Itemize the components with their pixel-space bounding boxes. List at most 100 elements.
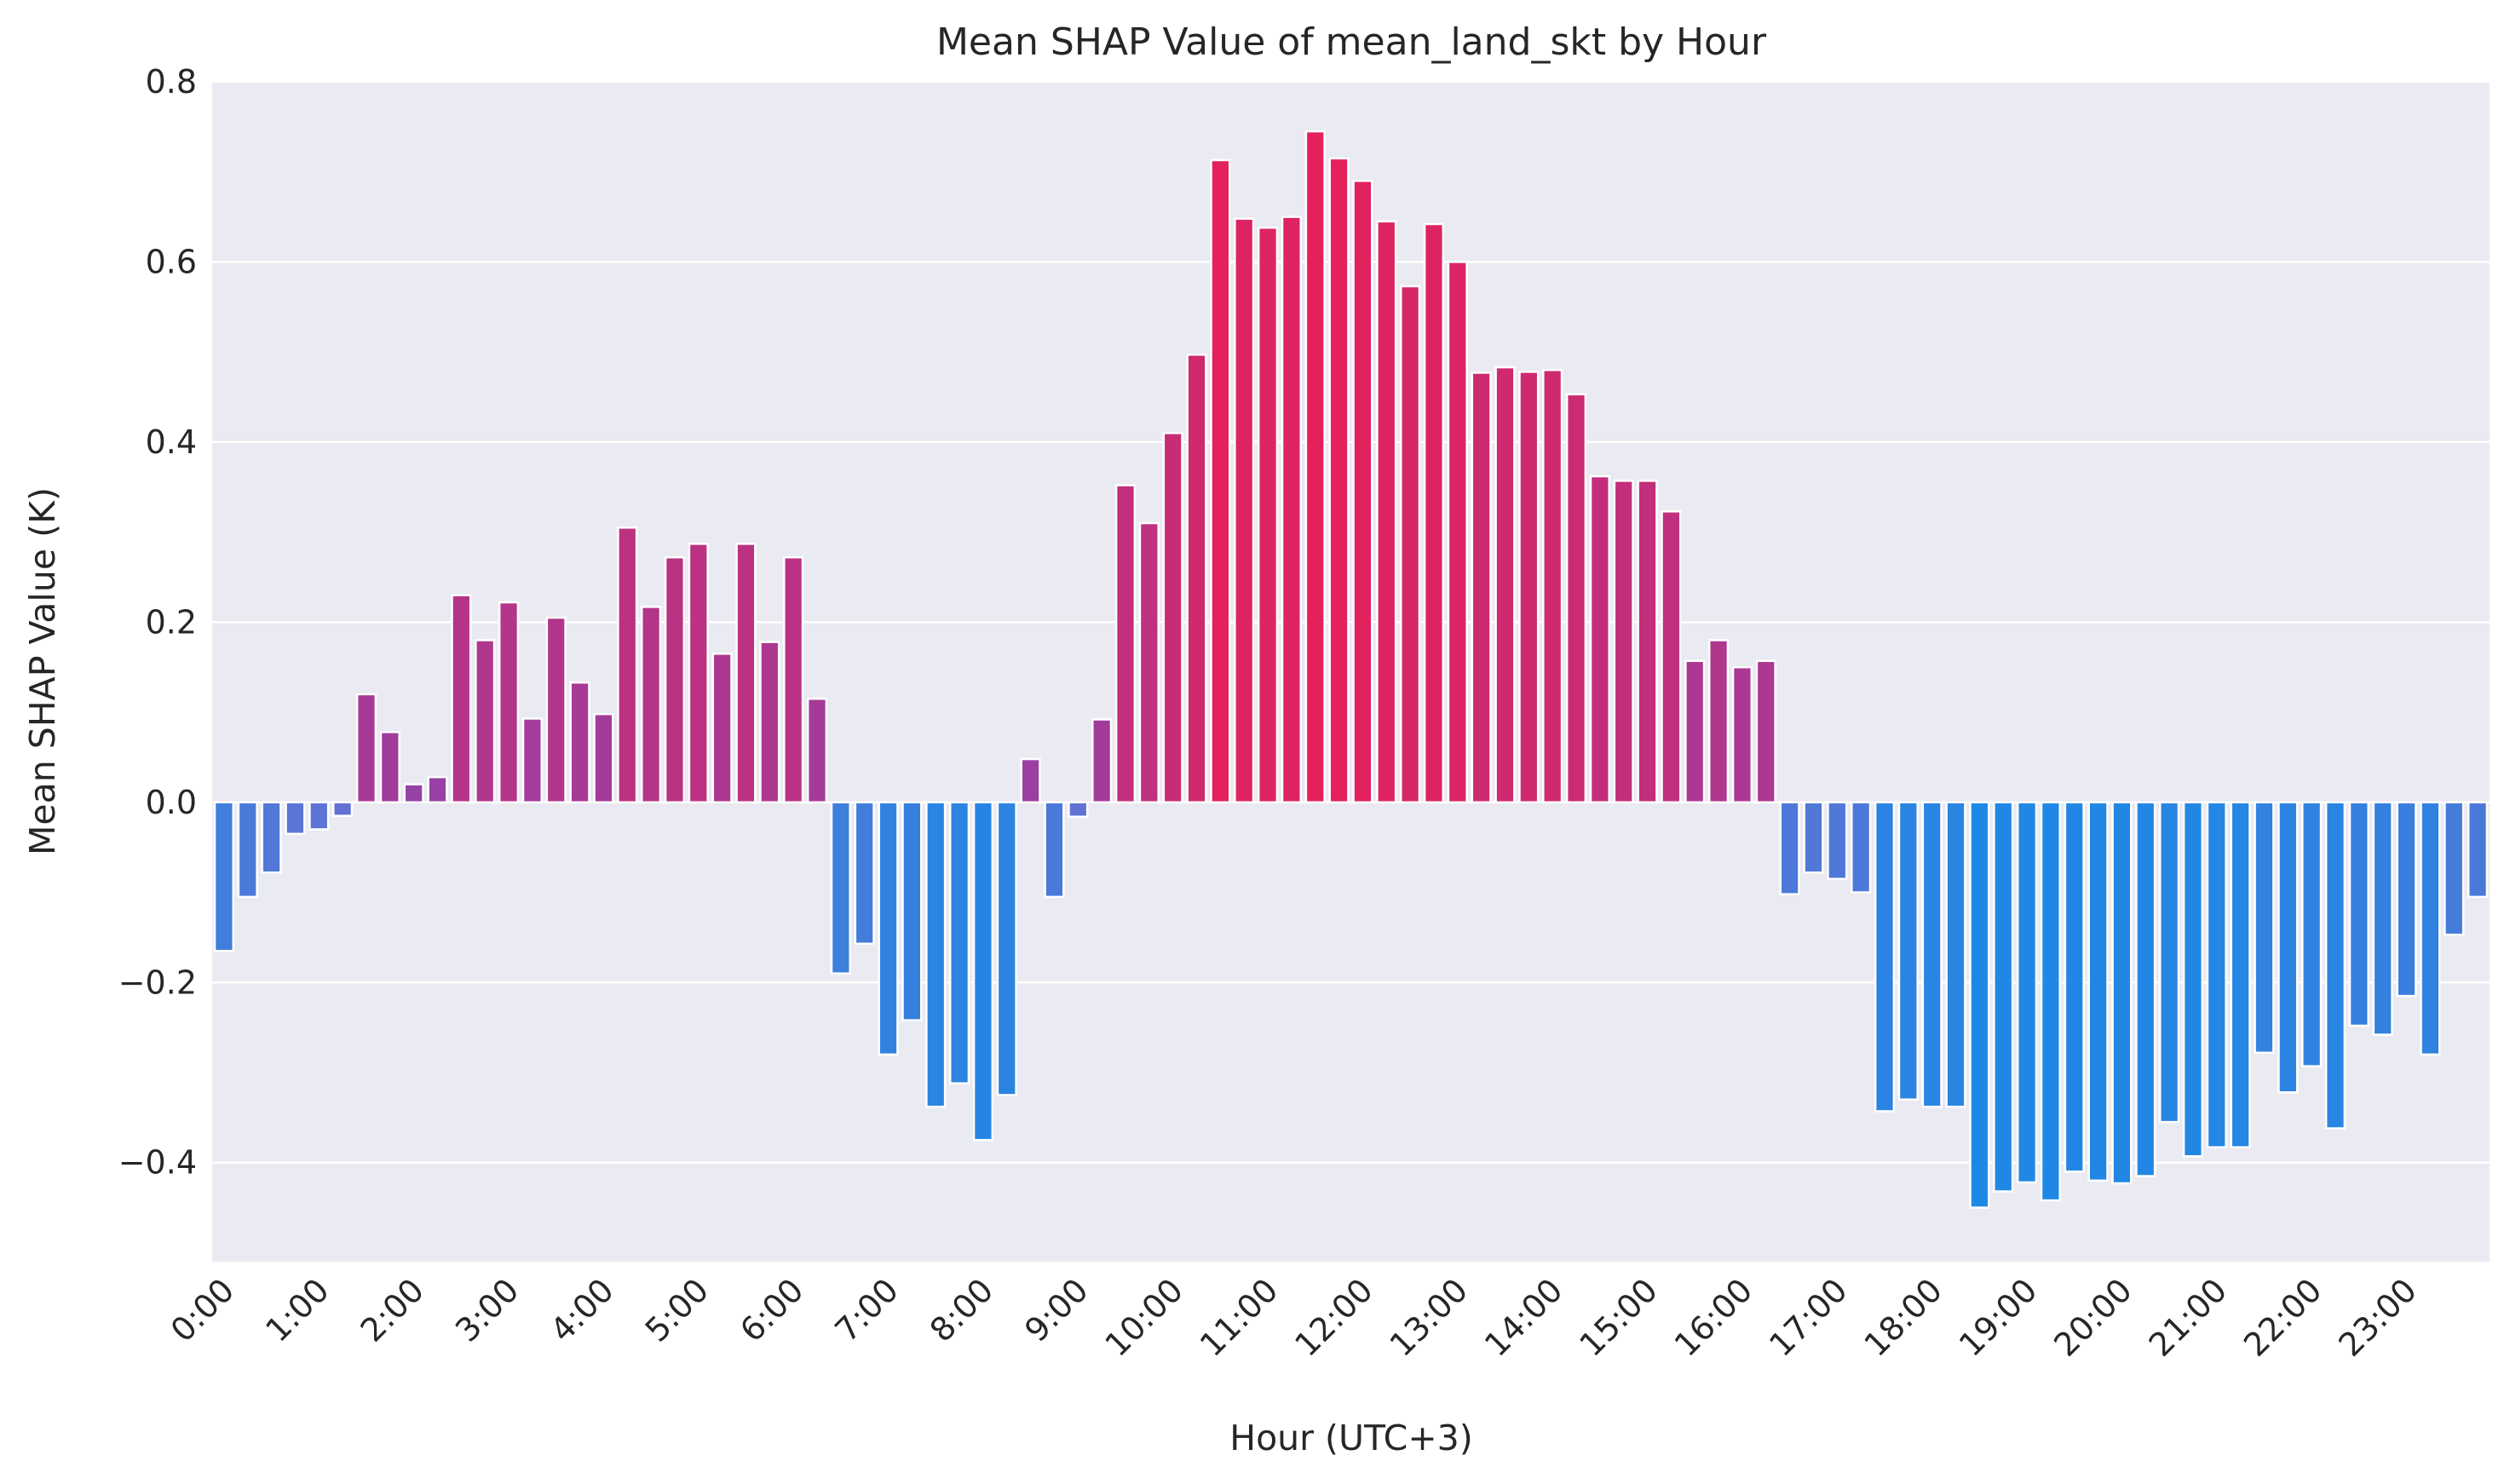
bar xyxy=(1376,220,1397,804)
y-axis-title: Mean SHAP Value (K) xyxy=(22,487,63,855)
y-tick-label: 0.0 xyxy=(146,784,197,821)
bar xyxy=(1613,480,1634,804)
bar xyxy=(427,775,448,804)
bar xyxy=(1661,510,1682,804)
bar xyxy=(2040,801,2061,1202)
bar xyxy=(641,606,662,804)
bar xyxy=(2372,801,2393,1036)
bar xyxy=(1707,639,1730,804)
bar xyxy=(2324,801,2346,1130)
bar xyxy=(1494,365,1516,804)
bar xyxy=(2087,801,2109,1182)
bar xyxy=(332,801,354,817)
bar xyxy=(403,783,424,804)
bar xyxy=(735,543,757,804)
x-tick-label: 2:00 xyxy=(354,1271,431,1349)
bar xyxy=(830,801,851,975)
x-axis-title: Hour (UTC+3) xyxy=(1229,1418,1473,1458)
bar xyxy=(1068,801,1089,818)
bar xyxy=(569,681,590,804)
bar xyxy=(1304,129,1326,804)
bar xyxy=(1589,475,1610,804)
bar xyxy=(521,717,543,804)
bar xyxy=(996,801,1017,1096)
x-tick-label: 8:00 xyxy=(923,1271,1000,1349)
bar xyxy=(854,801,875,946)
bar xyxy=(2016,801,2038,1184)
bar xyxy=(1234,217,1255,804)
bar xyxy=(593,712,614,804)
bar xyxy=(2301,801,2323,1067)
bar xyxy=(1637,480,1658,804)
x-tick-label: 5:00 xyxy=(638,1271,716,1349)
x-tick-label: 9:00 xyxy=(1017,1271,1095,1349)
y-grid xyxy=(212,80,2490,1164)
chart-title: Mean SHAP Value of mean_land_skt by Hour xyxy=(936,20,1767,64)
bar xyxy=(2159,801,2180,1124)
bar xyxy=(2444,801,2465,936)
bar xyxy=(878,801,899,1056)
bar xyxy=(2348,801,2369,1027)
bar xyxy=(2206,801,2227,1148)
bar xyxy=(1874,801,1896,1113)
bar xyxy=(1969,801,1990,1209)
x-tick-label: 10:00 xyxy=(1097,1271,1190,1364)
x-tick-label: 12:00 xyxy=(1287,1271,1380,1364)
bar xyxy=(1162,432,1183,804)
bar xyxy=(2396,801,2417,998)
bar xyxy=(545,616,567,804)
bar xyxy=(1044,801,1065,899)
x-tick-label: 19:00 xyxy=(1952,1271,2045,1364)
bar xyxy=(1138,521,1160,804)
bar xyxy=(1186,354,1207,804)
bar xyxy=(2254,801,2275,1054)
y-tick-label: 0.4 xyxy=(146,423,197,461)
x-tick-label: 22:00 xyxy=(2237,1271,2329,1364)
bar xyxy=(2064,801,2085,1173)
bar xyxy=(1731,665,1753,804)
bar xyxy=(759,641,780,804)
bar xyxy=(1400,285,1421,804)
x-tick-label: 0:00 xyxy=(164,1271,241,1349)
y-tick-label: 0.2 xyxy=(146,603,197,641)
bar xyxy=(783,555,804,804)
bar xyxy=(1755,659,1776,804)
bar xyxy=(237,801,258,899)
bar xyxy=(1091,718,1113,804)
bar xyxy=(1779,801,1800,895)
bar xyxy=(2135,801,2156,1177)
bar-series xyxy=(213,129,2489,1209)
bar xyxy=(2467,801,2489,899)
bar xyxy=(1897,801,1919,1101)
bar xyxy=(2420,801,2441,1056)
y-tick-label: 0.6 xyxy=(146,243,197,280)
x-tick-label: 11:00 xyxy=(1193,1271,1286,1364)
bar xyxy=(1542,369,1563,804)
bar xyxy=(2230,801,2251,1148)
bar xyxy=(617,526,638,804)
x-tick-label: 23:00 xyxy=(2331,1271,2424,1364)
x-tick-label: 18:00 xyxy=(1857,1271,1949,1364)
bar xyxy=(379,731,400,804)
bar xyxy=(901,801,923,1021)
bar xyxy=(498,601,520,804)
bar xyxy=(1803,801,1824,874)
bar xyxy=(711,653,733,804)
plot-area xyxy=(212,82,2490,1262)
x-tick-label: 16:00 xyxy=(1667,1271,1760,1364)
bar xyxy=(664,555,686,804)
bar xyxy=(1020,757,1041,804)
bar xyxy=(1210,158,1231,804)
bar xyxy=(1328,157,1350,804)
bar xyxy=(972,801,994,1142)
bar xyxy=(1921,801,1943,1108)
bar xyxy=(355,693,377,804)
x-tick-label: 3:00 xyxy=(448,1271,526,1349)
x-tick-label: 6:00 xyxy=(733,1271,810,1349)
bar xyxy=(2182,801,2204,1158)
bar xyxy=(1993,801,2014,1193)
x-tick-label: 17:00 xyxy=(1762,1271,1855,1364)
x-tick-label: 7:00 xyxy=(827,1271,905,1349)
y-axis-ticks: −0.4 −0.2 0.0 0.2 0.4 0.6 0.8 xyxy=(118,63,197,1182)
